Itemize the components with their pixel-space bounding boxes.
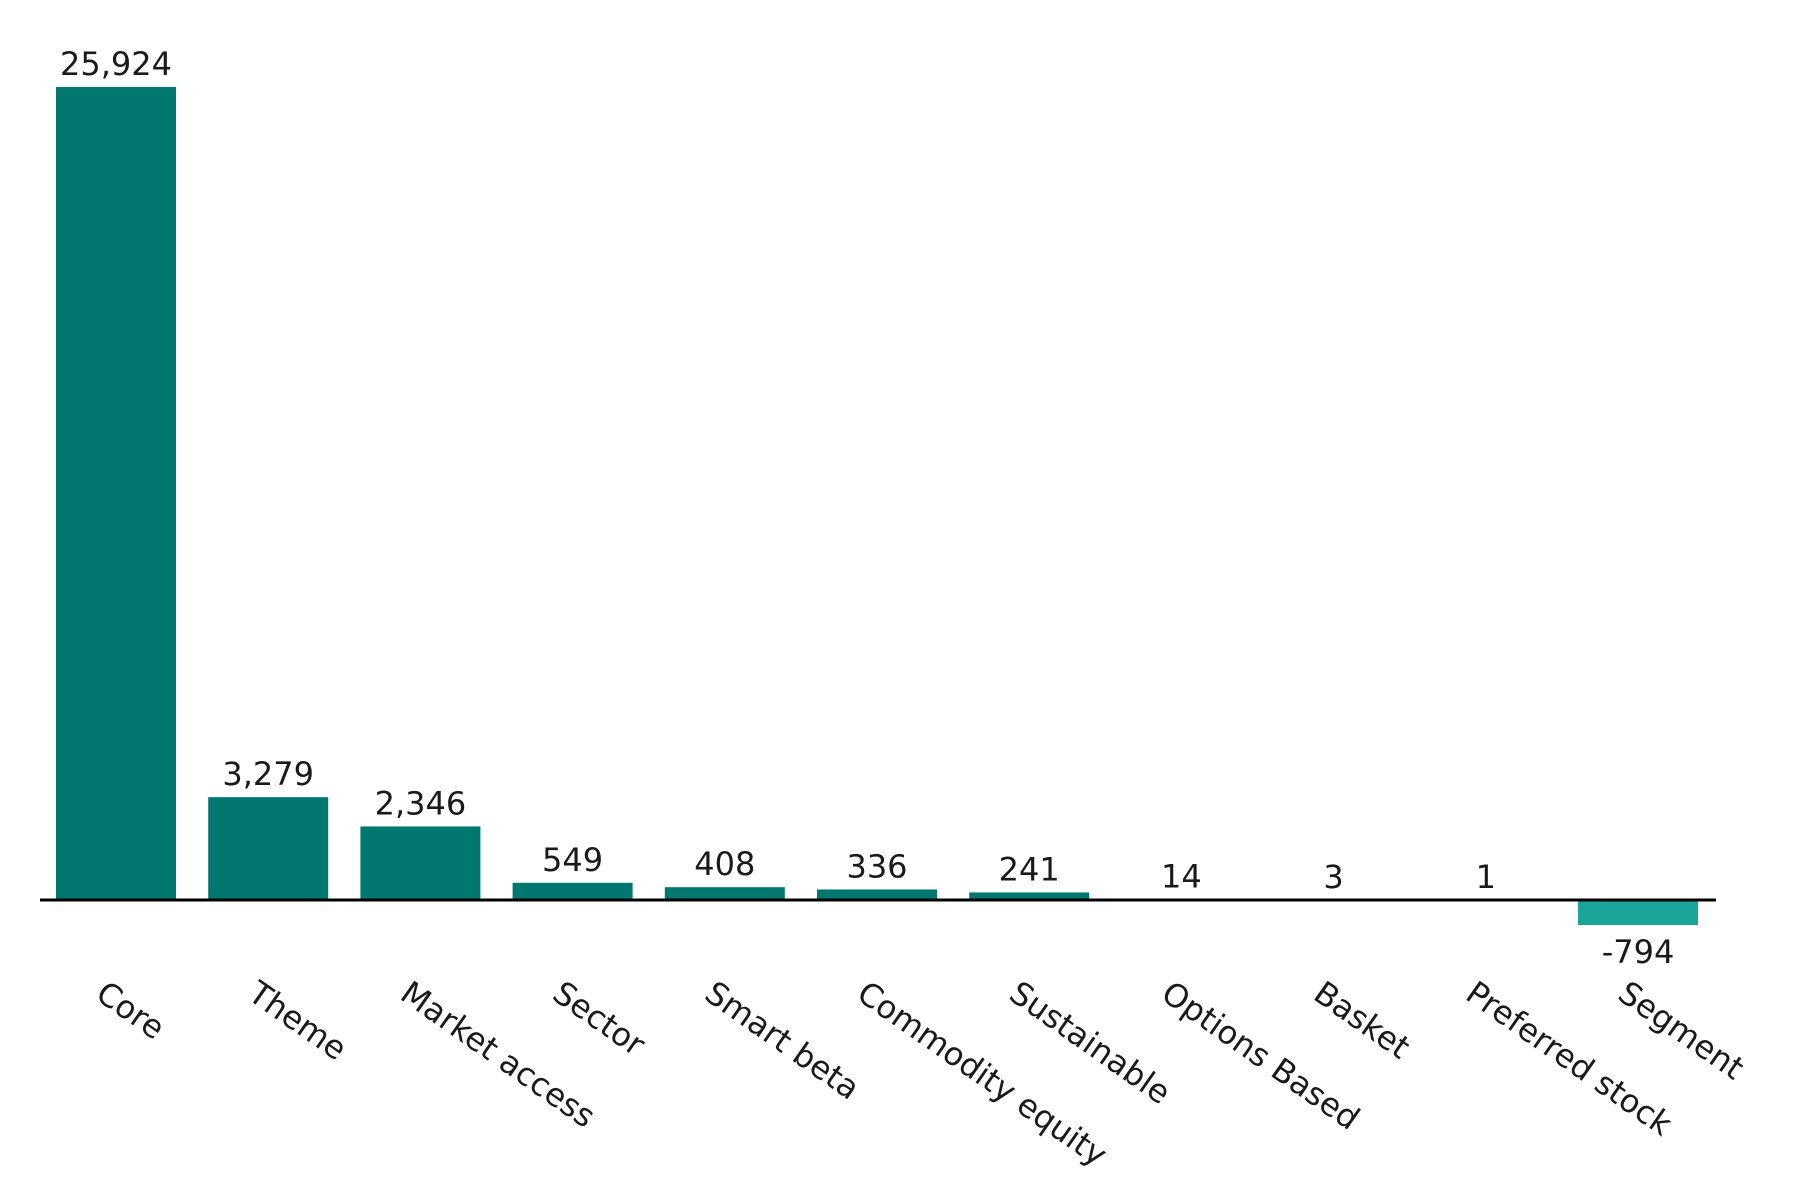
value-label-7: 14: [1161, 858, 1202, 896]
category-label-10: Segment: [1611, 973, 1751, 1087]
bar-2: [360, 826, 481, 900]
value-label-10: -794: [1602, 933, 1675, 971]
category-label-0: Core: [89, 973, 171, 1047]
category-label-4: Smart beta: [698, 973, 867, 1107]
bars-layer: [56, 87, 1698, 925]
value-label-3: 549: [542, 841, 603, 879]
value-label-2: 2,346: [375, 784, 467, 822]
bar-10: [1578, 900, 1698, 925]
value-label-5: 336: [846, 847, 907, 885]
bar-3: [512, 882, 633, 900]
value-label-1: 3,279: [222, 755, 314, 793]
bar-1: [208, 797, 329, 900]
category-label-8: Basket: [1307, 973, 1417, 1066]
value-labels-layer: 25,924 3,279 2,346 549 408 336 241 14 3 1 -794: [60, 45, 1674, 971]
value-label-8: 3: [1323, 858, 1343, 896]
value-label-6: 241: [999, 850, 1060, 888]
category-label-3: Sector: [546, 973, 653, 1064]
bar-6: [969, 892, 1090, 900]
category-label-1: Theme: [241, 973, 354, 1068]
value-label-9: 1: [1476, 858, 1496, 896]
value-label-4: 408: [694, 845, 755, 883]
bar-5: [817, 889, 937, 900]
category-label-5: Commodity equity: [850, 973, 1114, 1174]
bar-0: [56, 87, 176, 900]
value-label-0: 25,924: [60, 45, 172, 83]
bar-4: [664, 887, 785, 900]
